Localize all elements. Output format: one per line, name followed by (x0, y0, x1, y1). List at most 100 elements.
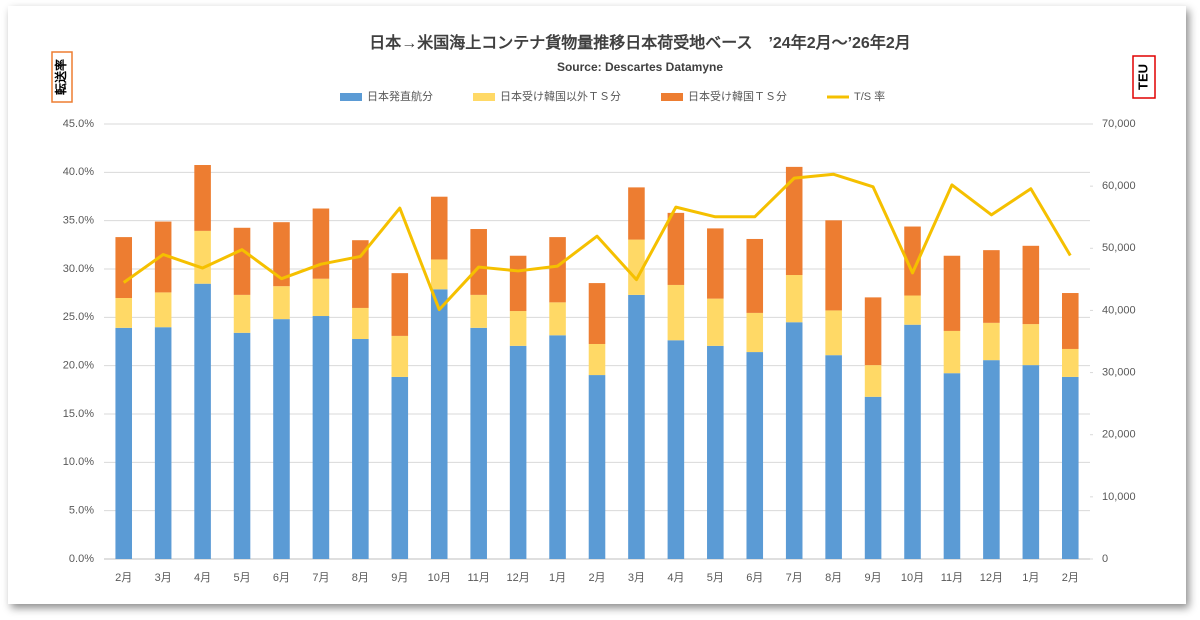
bar-segment (509, 345, 527, 559)
bar-segment (628, 294, 645, 559)
bar-segment (628, 187, 645, 240)
legend-swatch (473, 93, 495, 101)
bar-segment (1022, 245, 1040, 325)
x-tick-label: 3月 (628, 572, 645, 584)
y2-tick-label: 60,000 (1102, 180, 1136, 192)
x-tick-label: 8月 (352, 572, 369, 584)
bar-segment (904, 324, 921, 559)
bar-segment (707, 345, 724, 559)
bar-segment (352, 307, 369, 340)
x-tick-label: 11月 (941, 572, 963, 584)
x-tick-label: 2月 (115, 572, 132, 584)
line (122, 172, 1072, 312)
chart-title: 日本→米国海上コンテナ貨物量推移日本荷受地ベース ’24年2月～’26年2月 (369, 33, 910, 52)
y-tick-label: 30.0% (63, 263, 94, 275)
x-tick-label: 2月 (588, 572, 605, 584)
bar-segment (470, 294, 487, 328)
legend-label: 日本受け韓国ＴＳ分 (688, 89, 787, 103)
bar-segment (983, 360, 1000, 559)
bar-segment (194, 165, 211, 231)
bar-segment (746, 238, 764, 313)
bar-segment (983, 250, 1000, 323)
bar-segment (509, 255, 527, 312)
x-tick-label: 1月 (1022, 572, 1039, 584)
bar-segment (667, 340, 685, 559)
x-tick-label: 10月 (901, 572, 924, 584)
x-tick-label: 11月 (467, 572, 489, 584)
bar-segment (391, 335, 409, 377)
y2-tick-label: 0 (1102, 553, 1108, 565)
bar-segment (312, 278, 330, 317)
y-tick-label: 15.0% (63, 408, 94, 420)
bar-segment (785, 166, 803, 276)
y-label-box (51, 51, 73, 103)
bar-segment (746, 312, 764, 353)
bar-segment (864, 396, 882, 559)
x-tick-label: 9月 (391, 572, 408, 584)
bar-segment (825, 220, 842, 311)
legend-label: T/S 率 (854, 89, 885, 103)
bar-segment (588, 343, 606, 376)
x-tick-label: 3月 (155, 572, 172, 584)
bar-segment (312, 316, 330, 559)
bar-segment (904, 295, 921, 325)
bar-segment (273, 319, 290, 559)
bar-segment (904, 226, 921, 296)
bar-segment (628, 239, 645, 295)
x-tick-label: 9月 (865, 572, 882, 584)
x-tick-label: 5月 (707, 572, 724, 584)
x-tick-label: 6月 (746, 572, 763, 584)
x-tick-label: 7月 (312, 572, 329, 584)
bar-segment (825, 310, 842, 356)
y2-tick-label: 50,000 (1102, 242, 1136, 254)
y-tick-label: 5.0% (69, 505, 94, 517)
x-tick-label: 10月 (428, 572, 451, 584)
bar-segment (667, 284, 685, 341)
bar-segment (549, 335, 566, 559)
x-tick-label: 6月 (273, 572, 290, 584)
y-axis-label: 転送率 (53, 59, 68, 95)
y2-tick-label: 10,000 (1102, 491, 1136, 503)
bar-segment (391, 273, 409, 336)
x-tick-label: 2月 (1062, 572, 1079, 584)
x-tick-label: 12月 (506, 572, 529, 584)
legend-swatch (661, 93, 683, 101)
bar-segment (470, 229, 487, 295)
bar-segment (825, 355, 842, 559)
x-tick-label: 1月 (549, 572, 566, 584)
y2-tick-label: 40,000 (1102, 304, 1136, 316)
bar-segment (233, 227, 251, 295)
bar-segment (115, 237, 133, 298)
y-tick-label: 25.0% (63, 311, 94, 323)
bar-segment (864, 297, 882, 366)
bar-segment (154, 327, 172, 559)
bar-segment (312, 208, 330, 279)
bar-segment (509, 311, 527, 346)
bar-segment (273, 286, 290, 320)
bar-segment (983, 322, 1000, 361)
bar-segment (430, 289, 448, 559)
bar-segment (273, 222, 290, 287)
y2-label-box (1132, 55, 1156, 99)
bar-segment (785, 322, 803, 559)
bar-segment (746, 352, 764, 559)
y-tick-label: 20.0% (63, 360, 94, 372)
y2-tick-label: 20,000 (1102, 429, 1136, 441)
bar-segment (1061, 376, 1079, 559)
bar-segment (391, 376, 409, 559)
legend-label: 日本発直航分 (367, 89, 433, 103)
chart-subtitle: Source: Descartes Datamyne (557, 60, 723, 74)
bar-segment (430, 259, 448, 290)
bar-segment (154, 292, 172, 328)
y2-tick-label: 30,000 (1102, 366, 1136, 378)
bar-segment (588, 283, 606, 344)
x-tick-label: 4月 (667, 572, 684, 584)
bar-segment (943, 330, 961, 374)
bar-segment (1022, 365, 1040, 559)
x-tick-label: 7月 (786, 572, 803, 584)
bar-segment (115, 298, 133, 328)
bar-segment (115, 327, 133, 559)
bar-segment (667, 212, 685, 285)
bar-segment (194, 283, 211, 559)
